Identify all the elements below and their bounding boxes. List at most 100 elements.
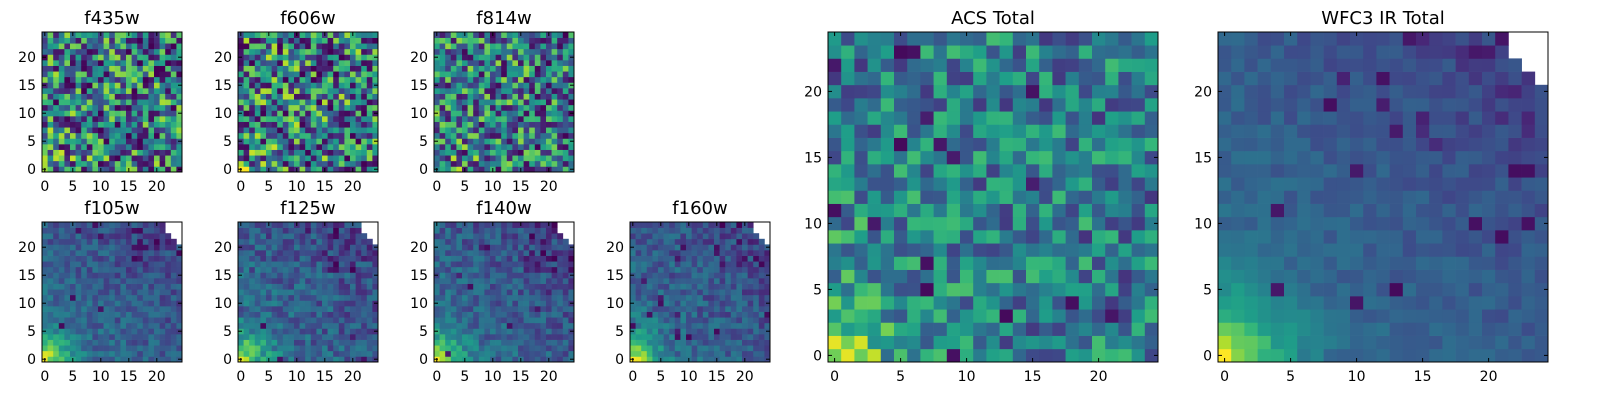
heatmap-cell bbox=[64, 250, 71, 256]
heatmap-cell bbox=[907, 216, 921, 231]
heatmap-cell bbox=[546, 322, 552, 329]
heatmap-cell bbox=[305, 322, 312, 329]
heatmap-cell bbox=[64, 238, 71, 245]
heatmap-cell bbox=[691, 255, 698, 262]
x-tick-label: 10 bbox=[484, 369, 502, 385]
heatmap-cell bbox=[747, 311, 754, 318]
heatmap-cell bbox=[635, 339, 642, 346]
heatmap-cell bbox=[854, 348, 868, 363]
heatmap-cell bbox=[266, 261, 272, 268]
heatmap-cell bbox=[562, 339, 569, 346]
heatmap-cell bbox=[523, 272, 530, 279]
heatmap-cell bbox=[366, 266, 373, 273]
heatmap-cell bbox=[277, 43, 284, 50]
heatmap-cell bbox=[484, 127, 491, 134]
heatmap-cell bbox=[512, 255, 519, 262]
heatmap-cell bbox=[103, 322, 110, 329]
x-tick-label: 5 bbox=[460, 369, 469, 385]
heatmap-cell bbox=[350, 48, 356, 55]
heatmap-cell bbox=[719, 272, 726, 279]
heatmap-cell bbox=[456, 138, 463, 145]
heatmap-cell bbox=[484, 244, 491, 251]
heatmap-cell bbox=[506, 345, 513, 352]
heatmap-cell bbox=[86, 350, 93, 357]
heatmap-cell bbox=[546, 160, 552, 167]
heatmap-cell bbox=[355, 322, 362, 329]
heatmap-cell bbox=[103, 334, 110, 340]
heatmap-cell bbox=[534, 250, 541, 256]
heatmap-cell bbox=[103, 306, 110, 312]
heatmap-cell bbox=[103, 350, 110, 357]
heatmap-cell bbox=[973, 243, 987, 257]
heatmap-cell bbox=[372, 60, 379, 66]
heatmap-cell bbox=[142, 255, 149, 262]
heatmap-cell bbox=[142, 99, 149, 106]
heatmap-cell bbox=[467, 48, 474, 55]
heatmap-cell bbox=[646, 227, 653, 234]
heatmap-cell bbox=[238, 255, 244, 262]
heatmap-cell bbox=[277, 306, 284, 312]
heatmap-cell bbox=[534, 272, 541, 279]
heatmap-cell bbox=[103, 339, 110, 346]
heatmap-cell bbox=[64, 43, 71, 50]
heatmap-cell bbox=[316, 138, 323, 145]
heatmap-cell bbox=[170, 132, 177, 139]
heatmap-cell bbox=[669, 356, 676, 363]
heatmap-cell bbox=[64, 60, 71, 66]
heatmap-cell bbox=[103, 233, 110, 240]
heatmap-cell bbox=[652, 317, 659, 324]
heatmap-cell bbox=[86, 244, 93, 251]
heatmap-cell bbox=[630, 322, 636, 329]
heatmap-cell bbox=[109, 43, 116, 50]
heatmap-cell bbox=[282, 278, 289, 284]
heatmap-cell bbox=[478, 339, 485, 346]
heatmap-cell bbox=[103, 261, 110, 268]
heatmap-cell bbox=[47, 149, 54, 156]
heatmap-cell bbox=[920, 348, 934, 363]
heatmap-cell bbox=[434, 149, 440, 156]
heatmap-cell bbox=[159, 350, 166, 357]
heatmap-cell bbox=[456, 317, 463, 324]
heatmap-cell bbox=[294, 266, 300, 273]
heatmap-cell bbox=[546, 250, 552, 256]
heatmap-cell bbox=[92, 306, 99, 312]
heatmap-cell bbox=[456, 345, 463, 352]
heatmap-cell bbox=[254, 238, 261, 245]
heatmap-cell bbox=[53, 283, 60, 290]
heatmap-cell bbox=[64, 110, 71, 117]
heatmap-cell bbox=[534, 60, 541, 66]
heatmap-cell bbox=[126, 144, 132, 150]
heatmap-cell bbox=[114, 155, 121, 162]
heatmap-cell bbox=[243, 37, 250, 44]
heatmap-cell bbox=[148, 43, 155, 50]
heatmap-cell bbox=[142, 339, 149, 346]
heatmap-cell bbox=[154, 144, 160, 150]
heatmap-cell bbox=[501, 300, 508, 307]
heatmap-cell bbox=[86, 272, 93, 279]
heatmap-cell bbox=[344, 48, 351, 55]
heatmap-cell bbox=[523, 76, 530, 83]
heatmap-cell bbox=[495, 311, 502, 318]
heatmap-cell bbox=[159, 76, 166, 83]
heatmap-cell bbox=[103, 43, 110, 50]
heatmap-cell bbox=[467, 250, 474, 256]
heatmap-cell bbox=[1144, 269, 1159, 284]
heatmap-cell bbox=[1065, 137, 1080, 152]
heatmap-cell bbox=[322, 266, 328, 273]
heatmap-cell bbox=[1144, 322, 1159, 336]
heatmap-cell bbox=[663, 222, 670, 228]
heatmap-cell bbox=[907, 335, 921, 350]
heatmap-cell bbox=[1052, 269, 1066, 284]
heatmap-cell bbox=[58, 345, 65, 352]
heatmap-cell bbox=[254, 233, 261, 240]
heatmap-cell bbox=[243, 238, 250, 245]
heatmap-cell bbox=[758, 339, 765, 346]
heatmap-cell bbox=[170, 48, 177, 55]
heatmap-cell bbox=[495, 110, 502, 117]
heatmap-cell bbox=[568, 283, 575, 290]
heatmap-cell bbox=[534, 54, 541, 61]
heatmap-cell bbox=[529, 233, 536, 240]
heatmap-cell bbox=[310, 48, 317, 55]
heatmap-cell bbox=[361, 166, 368, 173]
heatmap-cell bbox=[518, 238, 524, 245]
